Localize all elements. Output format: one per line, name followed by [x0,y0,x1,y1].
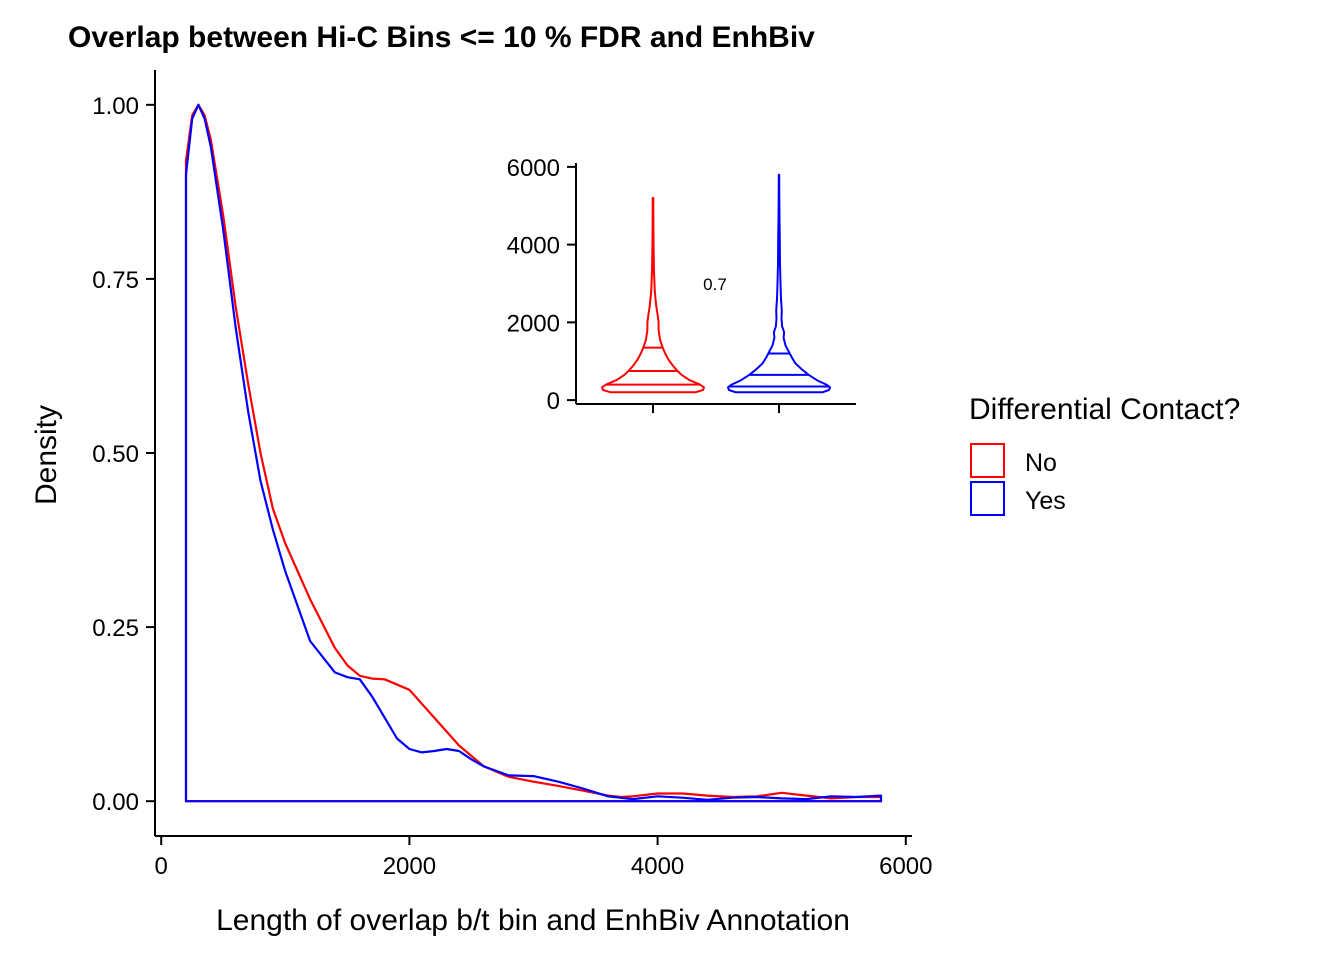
inset-y-tick-label: 6000 [507,155,560,182]
inset-y-tick-label: 0 [547,388,560,415]
violin-no [601,197,705,394]
inset-violins [601,173,831,394]
x-tick-label: 4000 [631,853,684,880]
density-curves [184,103,883,803]
inset-y-tick-label: 2000 [507,310,560,337]
violin-yes [727,173,831,394]
legend-swatch-yes [970,481,1005,516]
x-tick-label: 6000 [879,853,932,880]
y-tick-label: 0.75 [92,267,139,294]
axis-ticks: 0 2000 4000 6000 0.00 0.25 0.50 0.75 1.00 [92,93,932,880]
inset-violin-plot: 0 2000 4000 6000 0.7 [507,155,856,415]
legend: Differential Contact? No Yes [969,393,1240,516]
legend-swatch-no [970,443,1005,478]
x-axis-title: Length of overlap b/t bin and EnhBiv Ann… [216,904,850,937]
x-tick-label: 2000 [383,853,436,880]
x-tick-label: 0 [155,853,168,880]
inset-annotation: 0.7 [703,275,727,294]
legend-label-no: No [1025,449,1057,477]
chart-title: Overlap between Hi-C Bins <= 10 % FDR an… [68,21,815,54]
density-curve-yes [184,103,883,803]
y-tick-label: 1.00 [92,93,139,120]
inset-axis-ticks: 0 2000 4000 6000 [507,155,780,415]
density-curve-no [184,103,883,803]
main-plot: 0 2000 4000 6000 0.00 0.25 0.50 0.75 1.00 [92,70,932,880]
y-tick-label: 0.50 [92,441,139,468]
legend-title: Differential Contact? [969,393,1240,426]
y-tick-label: 0.00 [92,789,139,816]
y-tick-label: 0.25 [92,615,139,642]
inset-y-tick-label: 4000 [507,233,560,260]
y-axis-title: Density [30,405,63,505]
legend-label-yes: Yes [1025,487,1066,515]
